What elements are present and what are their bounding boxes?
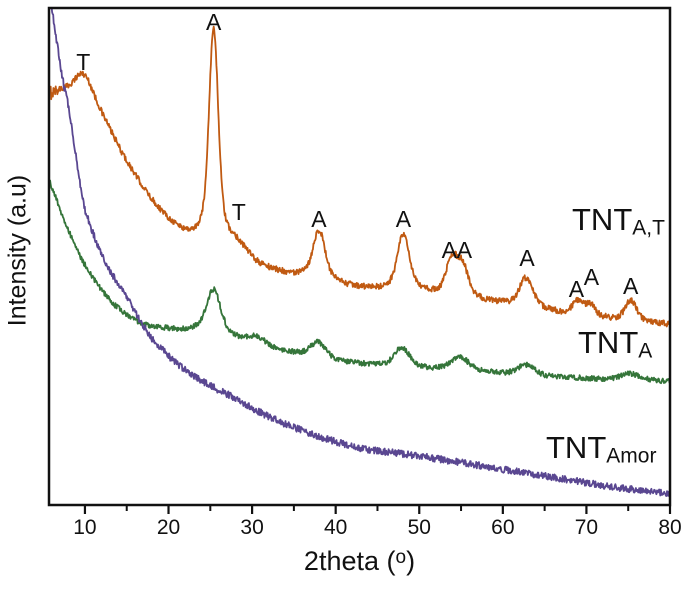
- series-label-tnt-at: TNTA,T: [572, 202, 665, 240]
- series-label-main: TNT: [578, 325, 639, 360]
- x-tick-label: 20: [157, 516, 180, 539]
- series-label-sub: A,T: [632, 216, 665, 240]
- series-label-tnt-amor: TNTAmor: [546, 430, 657, 468]
- x-tick-label: 30: [240, 516, 263, 539]
- peak-label-t: T: [76, 49, 90, 75]
- x-tick-label: 40: [324, 516, 347, 539]
- xrd-curve-tnt-a: [50, 179, 669, 385]
- peak-label-a: A: [457, 237, 473, 263]
- peak-label-a: A: [569, 276, 585, 302]
- x-tick-label: 60: [491, 516, 514, 539]
- x-tick-label: 10: [73, 516, 96, 539]
- peak-label-a: A: [396, 206, 412, 232]
- x-axis-label-close: ): [406, 546, 416, 576]
- x-axis-label-text: 2theta (: [303, 546, 396, 576]
- series-label-main: TNT: [546, 430, 607, 465]
- xrd-curve-tnt-a-t: [50, 25, 669, 328]
- x-tick-label: 70: [575, 516, 598, 539]
- x-tick-label: 50: [408, 516, 431, 539]
- plot-border: [47, 6, 672, 507]
- peak-label-a: A: [206, 9, 222, 35]
- x-axis-label: 2theta (o): [49, 546, 670, 577]
- degree-superscript: o: [395, 547, 407, 568]
- peak-label-t: T: [232, 199, 246, 225]
- y-axis-label: Intensity (a.u): [3, 174, 32, 327]
- peak-label-a: A: [623, 273, 639, 299]
- peak-label-a: A: [519, 245, 535, 271]
- series-label-sub: Amor: [606, 444, 657, 468]
- series-label-sub: A: [638, 339, 653, 363]
- peak-label-a: A: [311, 206, 327, 232]
- xrd-curve-tnt-amor: [50, 9, 669, 497]
- peak-label-a: A: [442, 237, 458, 263]
- series-label-tnt-a: TNTA: [578, 325, 653, 363]
- x-tick-label: 80: [658, 516, 681, 539]
- series-label-main: TNT: [572, 202, 633, 237]
- peak-label-a: A: [584, 264, 600, 290]
